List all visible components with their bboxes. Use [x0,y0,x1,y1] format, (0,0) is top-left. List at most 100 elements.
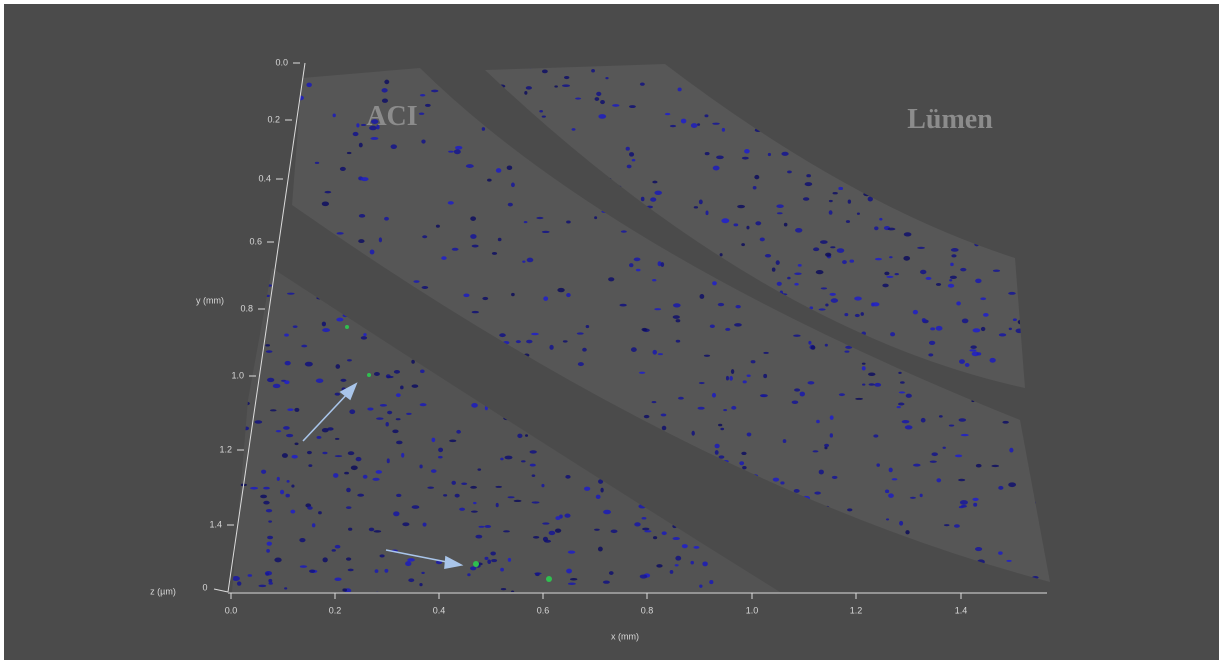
nucleus [586,325,590,328]
nucleus [735,305,740,308]
nucleus [337,232,344,235]
nucleus [830,246,835,248]
nucleus [394,370,400,374]
nucleus [600,488,603,493]
nucleus [427,487,434,489]
nucleus [263,501,269,505]
nucleus [384,569,388,573]
nucleus [564,76,569,79]
nucleus [862,363,866,365]
nucleus [634,258,641,262]
nucleus [960,500,968,505]
nucleus [906,394,912,398]
nucleus [267,542,272,546]
nucleus [344,472,349,475]
nucleus [694,206,698,208]
y-axis-label: y (mm) [196,295,224,305]
nucleus [629,105,636,108]
nucleus [765,254,771,258]
nucleus [422,286,429,289]
nucleus [268,520,272,522]
nucleus [879,218,882,221]
nucleus [1006,560,1011,562]
nucleus [798,264,802,267]
nucleus [926,277,932,280]
nucleus [598,547,603,552]
nucleus [661,413,667,416]
nucleus [333,473,338,478]
nucleus [950,276,957,279]
nucleus [884,272,889,276]
nucleus [943,447,946,449]
nucleus [525,434,528,437]
nucleus [266,549,270,553]
nucleus [455,494,460,498]
nucleus [861,312,864,316]
nucleus [849,259,854,262]
nucleus [336,318,343,322]
nucleus [348,451,355,455]
nucleus [422,235,427,238]
nucleus [420,403,427,406]
nucleus [705,210,708,215]
x-tick-label: 0.0 [225,605,238,615]
nucleus [847,508,852,511]
nucleus [335,455,343,457]
nucleus [929,341,935,345]
nucleus [477,468,481,470]
nucleus [396,494,401,497]
nucleus [322,322,326,327]
nucleus [358,239,364,243]
nucleus [539,110,543,113]
nucleus [980,297,986,300]
nucleus [405,561,411,566]
nucleus [882,284,888,288]
nucleus [754,175,759,179]
nucleus [566,220,571,223]
nucleus [729,376,733,381]
nucleus [466,164,474,168]
nucleus [763,374,767,378]
nucleus [755,221,761,225]
nucleus [951,254,956,257]
nucleus [452,248,459,251]
nucleus [363,475,368,479]
nucleus [722,128,725,132]
nucleus [530,450,537,453]
nucleus [632,159,636,162]
nucleus [309,569,315,572]
nucleus [527,258,534,263]
nucleus [844,313,848,316]
nucleus [726,376,729,381]
nucleus [721,218,729,223]
nucleus [505,456,513,460]
nucleus [387,376,394,378]
nucleus [507,165,513,170]
nucleus [608,277,614,281]
nucleus [792,401,799,404]
nucleus [363,333,366,336]
nucleus [396,418,401,420]
nucleus [829,210,833,214]
nucleus [332,549,336,552]
nucleus [541,484,544,487]
nucleus [461,483,467,485]
nucleus [514,500,522,502]
nucleus [451,481,456,485]
nucleus [675,556,681,561]
nucleus [873,434,878,437]
nucleus [704,355,710,357]
y-tick-label: 1.4 [209,519,222,529]
nucleus [496,503,499,507]
nucleus [955,455,962,458]
nucleus [473,502,477,504]
nucleus [654,191,662,195]
nucleus [471,511,478,513]
nucleus [976,464,982,468]
nucleus [830,433,833,437]
nucleus [312,523,315,527]
nucleus [692,431,695,436]
nucleus [676,340,681,343]
nucleus [662,531,667,535]
nucleus [305,362,313,367]
